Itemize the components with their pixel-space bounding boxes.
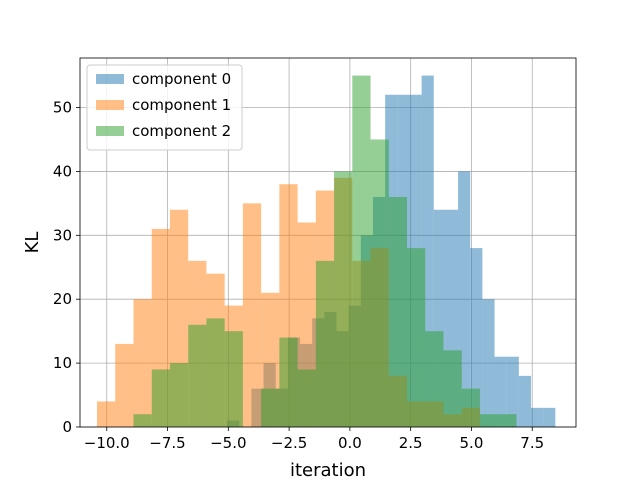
y-axis: 0 10 20 30 40 50: [53, 99, 80, 436]
histogram-bar: [261, 388, 280, 427]
histogram-bar: [279, 337, 298, 427]
histogram-bar: [388, 196, 408, 427]
series-2: [133, 75, 517, 428]
histogram-bar: [425, 331, 444, 427]
legend-swatch: [96, 100, 124, 110]
y-tick-label: 20: [53, 290, 72, 308]
legend-label: component 0: [132, 70, 231, 88]
legend-box: [86, 64, 243, 151]
legend-label: component 1: [132, 96, 231, 114]
x-tick-label: 7.5: [520, 434, 544, 452]
histogram-bar: [482, 299, 495, 427]
legend: component 0 component 1 component 2: [86, 64, 243, 151]
histogram-bar: [506, 356, 519, 427]
x-tick-label: −2.5: [271, 434, 307, 452]
y-tick-label: 40: [53, 162, 72, 180]
plot-frame: [79, 57, 577, 428]
histogram-bar: [479, 414, 499, 427]
x-tick-label: 0.0: [338, 434, 362, 452]
histogram-bar: [352, 75, 371, 428]
y-tick-label: 50: [53, 99, 72, 117]
x-tick-label: −7.5: [149, 434, 185, 452]
histogram-bar: [188, 324, 207, 427]
histogram-bar: [297, 369, 316, 427]
y-tick-label: 10: [53, 354, 72, 372]
histogram-bar: [498, 414, 517, 427]
histogram-bar: [531, 407, 544, 427]
histogram-bar: [169, 363, 189, 427]
histogram-bar: [518, 375, 532, 427]
y-axis-label: KL: [22, 232, 43, 254]
histogram-bar: [461, 388, 480, 427]
x-tick-label: −10.0: [84, 434, 130, 452]
y-tick-label: 0: [62, 418, 72, 436]
histogram-bar: [370, 139, 389, 427]
x-tick-label: −5.0: [210, 434, 246, 452]
histogram-bar: [242, 203, 262, 427]
histogram-bar: [151, 369, 170, 427]
histogram-bar: [224, 331, 243, 427]
histogram-bar: [407, 248, 426, 427]
legend-swatch: [96, 126, 124, 136]
histogram-bar: [334, 171, 353, 427]
y-tick-label: 30: [53, 226, 72, 244]
bars: [97, 75, 556, 428]
x-axis: −10.0 −7.5 −5.0 −2.5 0.0 2.5 5.0 7.5: [84, 427, 544, 452]
histogram-bar: [443, 350, 462, 427]
histogram-bar: [206, 318, 225, 427]
histogram-bar: [97, 401, 116, 427]
histogram-bar: [543, 407, 556, 427]
x-axis-label: iteration: [290, 460, 366, 480]
histogram-bar: [115, 343, 134, 427]
histogram-bar: [133, 299, 152, 427]
x-tick-label: 2.5: [399, 434, 423, 452]
histogram-bar: [133, 414, 152, 427]
histogram-bar: [315, 260, 335, 427]
x-tick-label: 5.0: [460, 434, 484, 452]
legend-swatch: [96, 74, 124, 84]
legend-label: component 2: [132, 122, 231, 140]
histogram-bar: [470, 248, 483, 427]
histogram-bar: [494, 356, 507, 427]
